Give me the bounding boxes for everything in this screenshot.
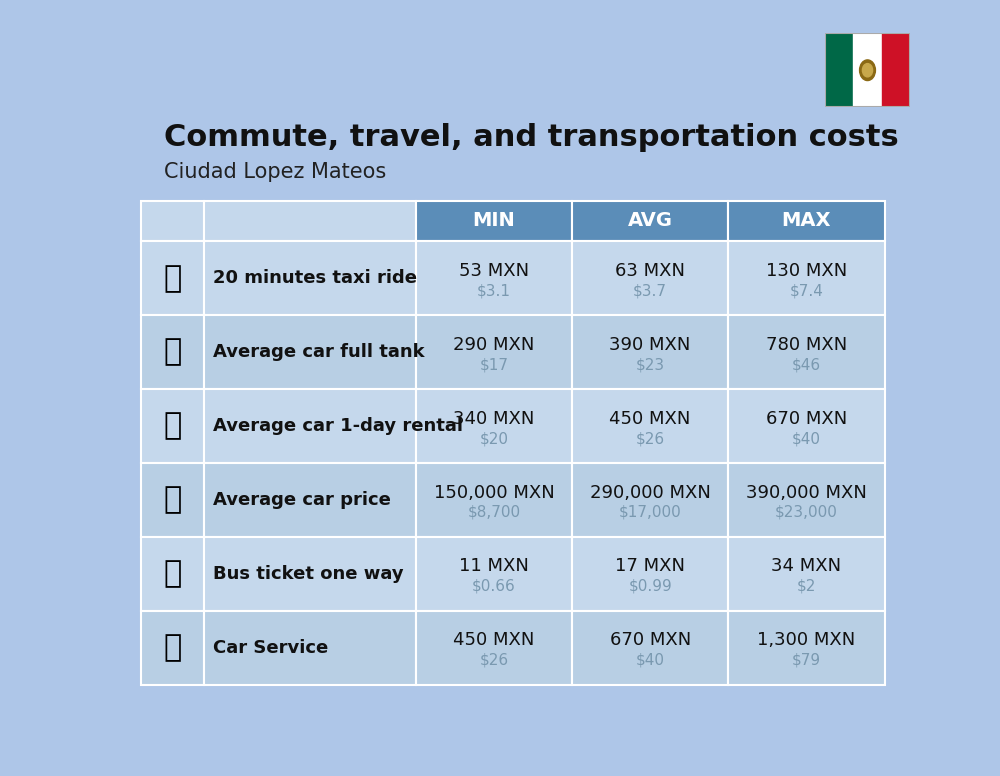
Text: 1,300 MXN: 1,300 MXN xyxy=(757,632,856,650)
Text: $8,700: $8,700 xyxy=(467,505,520,520)
FancyBboxPatch shape xyxy=(572,201,728,241)
Text: 63 MXN: 63 MXN xyxy=(615,262,685,280)
FancyBboxPatch shape xyxy=(572,463,728,537)
Text: 53 MXN: 53 MXN xyxy=(459,262,529,280)
Text: $3.1: $3.1 xyxy=(477,283,511,298)
Text: 11 MXN: 11 MXN xyxy=(459,557,529,576)
Text: 20 minutes taxi ride: 20 minutes taxi ride xyxy=(213,269,417,287)
Text: MAX: MAX xyxy=(782,212,831,230)
Text: Commute, travel, and transportation costs: Commute, travel, and transportation cost… xyxy=(164,123,898,152)
Text: 340 MXN: 340 MXN xyxy=(453,410,535,428)
Circle shape xyxy=(862,64,873,77)
FancyBboxPatch shape xyxy=(572,611,728,684)
FancyBboxPatch shape xyxy=(728,463,885,537)
Text: 290,000 MXN: 290,000 MXN xyxy=(590,483,711,501)
Text: $40: $40 xyxy=(792,431,821,446)
FancyBboxPatch shape xyxy=(728,389,885,463)
FancyBboxPatch shape xyxy=(140,611,204,684)
Text: 130 MXN: 130 MXN xyxy=(766,262,847,280)
FancyBboxPatch shape xyxy=(204,389,416,463)
Bar xyxy=(853,33,882,107)
Text: Average car 1-day rental: Average car 1-day rental xyxy=(213,417,463,435)
Text: $23,000: $23,000 xyxy=(775,505,838,520)
Text: $40: $40 xyxy=(636,653,665,668)
Text: 🚕: 🚕 xyxy=(163,264,181,293)
Text: $17: $17 xyxy=(479,357,508,372)
FancyBboxPatch shape xyxy=(728,201,885,241)
Text: 34 MXN: 34 MXN xyxy=(771,557,841,576)
FancyBboxPatch shape xyxy=(140,389,204,463)
FancyBboxPatch shape xyxy=(140,537,204,611)
Bar xyxy=(882,33,910,107)
Text: 🚘: 🚘 xyxy=(163,486,181,514)
Text: 450 MXN: 450 MXN xyxy=(609,410,691,428)
FancyBboxPatch shape xyxy=(416,389,572,463)
FancyBboxPatch shape xyxy=(572,537,728,611)
Text: 150,000 MXN: 150,000 MXN xyxy=(434,483,554,501)
Text: ⛽: ⛽ xyxy=(163,338,181,366)
FancyBboxPatch shape xyxy=(140,241,204,315)
FancyBboxPatch shape xyxy=(416,463,572,537)
Text: $20: $20 xyxy=(479,431,508,446)
FancyBboxPatch shape xyxy=(416,315,572,389)
FancyBboxPatch shape xyxy=(416,537,572,611)
Text: Ciudad Lopez Mateos: Ciudad Lopez Mateos xyxy=(164,162,386,182)
Text: 670 MXN: 670 MXN xyxy=(610,632,691,650)
Text: AVG: AVG xyxy=(628,212,673,230)
Text: $17,000: $17,000 xyxy=(619,505,682,520)
FancyBboxPatch shape xyxy=(204,537,416,611)
Text: $26: $26 xyxy=(479,653,508,668)
Text: 450 MXN: 450 MXN xyxy=(453,632,535,650)
Text: MIN: MIN xyxy=(473,212,515,230)
Text: $0.66: $0.66 xyxy=(472,579,516,594)
FancyBboxPatch shape xyxy=(416,611,572,684)
Text: $26: $26 xyxy=(636,431,665,446)
FancyBboxPatch shape xyxy=(204,201,416,241)
Text: 780 MXN: 780 MXN xyxy=(766,336,847,354)
FancyBboxPatch shape xyxy=(140,201,204,241)
Text: 390,000 MXN: 390,000 MXN xyxy=(746,483,867,501)
Text: 670 MXN: 670 MXN xyxy=(766,410,847,428)
Text: 🚌: 🚌 xyxy=(163,559,181,588)
Text: 390 MXN: 390 MXN xyxy=(609,336,691,354)
FancyBboxPatch shape xyxy=(572,389,728,463)
Text: Car Service: Car Service xyxy=(213,639,328,656)
Text: $46: $46 xyxy=(792,357,821,372)
FancyBboxPatch shape xyxy=(416,201,572,241)
Text: Bus ticket one way: Bus ticket one way xyxy=(213,565,404,583)
Text: $7.4: $7.4 xyxy=(789,283,823,298)
Text: $2: $2 xyxy=(797,579,816,594)
FancyBboxPatch shape xyxy=(204,611,416,684)
FancyBboxPatch shape xyxy=(416,241,572,315)
Text: 290 MXN: 290 MXN xyxy=(453,336,535,354)
Circle shape xyxy=(860,60,875,81)
FancyBboxPatch shape xyxy=(140,315,204,389)
FancyBboxPatch shape xyxy=(728,537,885,611)
Bar xyxy=(825,33,853,107)
FancyBboxPatch shape xyxy=(204,241,416,315)
FancyBboxPatch shape xyxy=(572,315,728,389)
FancyBboxPatch shape xyxy=(728,611,885,684)
FancyBboxPatch shape xyxy=(728,315,885,389)
FancyBboxPatch shape xyxy=(572,241,728,315)
Text: 17 MXN: 17 MXN xyxy=(615,557,685,576)
Text: $0.99: $0.99 xyxy=(628,579,672,594)
FancyBboxPatch shape xyxy=(728,241,885,315)
Text: $79: $79 xyxy=(792,653,821,668)
FancyBboxPatch shape xyxy=(140,463,204,537)
Text: $23: $23 xyxy=(636,357,665,372)
FancyBboxPatch shape xyxy=(204,463,416,537)
FancyBboxPatch shape xyxy=(204,315,416,389)
Text: Average car full tank: Average car full tank xyxy=(213,343,425,361)
Text: $3.7: $3.7 xyxy=(633,283,667,298)
Text: 🔧: 🔧 xyxy=(163,633,181,662)
Text: Average car price: Average car price xyxy=(213,491,391,509)
Text: 🚗: 🚗 xyxy=(163,411,181,441)
